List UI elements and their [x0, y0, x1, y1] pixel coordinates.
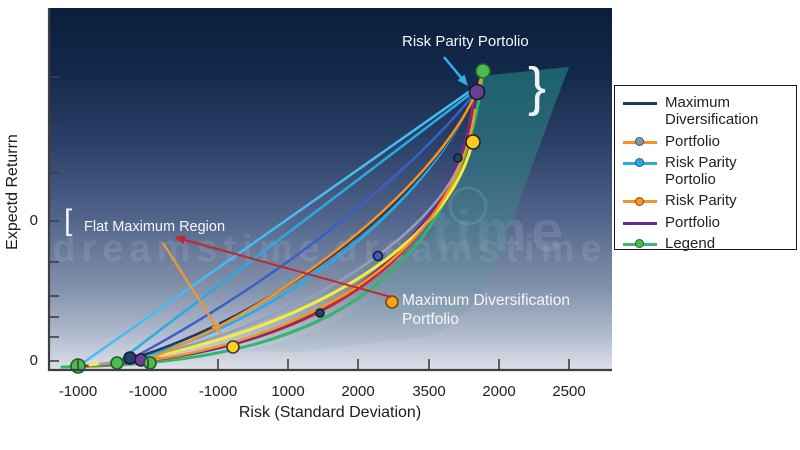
y-tick-label: 0 [29, 352, 38, 369]
x-tick-label: -1000 [198, 383, 238, 400]
x-tick-label: 1000 [271, 383, 305, 400]
y-tick-label: 0 [29, 212, 38, 229]
legend-swatch-icon [623, 194, 657, 209]
cyan-chord-1 [78, 89, 472, 367]
legend-marker-icon [635, 239, 644, 249]
flat-maximum-shaded-region [241, 67, 569, 352]
yellow-dot-big [465, 134, 481, 150]
shaded-region [241, 67, 569, 352]
legend-item-3: Risk Parity [623, 192, 790, 209]
x-axis-label: Risk (Standard Deviation) [238, 404, 422, 421]
orange-curve-upper [141, 91, 478, 363]
legend-swatch-icon [623, 237, 657, 252]
data-point-markers [70, 63, 491, 374]
navy-dot-small-1 [315, 308, 325, 318]
legend-label: Maximum Diversification [665, 94, 759, 129]
legend-swatch-icon [623, 156, 657, 171]
legend-item-5: Legend [623, 235, 790, 252]
axis-lines [47, 8, 612, 372]
x-tick-label: 3500 [412, 383, 446, 400]
flat-max-bracket: [ [64, 204, 73, 237]
legend-swatch-icon [623, 96, 657, 111]
blue-chord [129, 92, 476, 361]
cyan-chord-2 [116, 91, 474, 364]
x-tick-label: 2000 [341, 383, 375, 400]
x-tick-label: 2500 [552, 383, 586, 400]
orange-dot-label [385, 295, 399, 309]
green-dot-3 [143, 356, 157, 370]
legend-box: Maximum Diversification Portfolio Risk Par… [614, 85, 797, 252]
legend-label: Legend [665, 234, 716, 252]
annotation-arrows [161, 56, 468, 334]
green-dot-2 [110, 356, 124, 370]
legend-swatch-icon [623, 216, 657, 231]
max-diversification-annotation: Maximum Diversification Portfolio [402, 292, 570, 329]
y-axis-label: Expectd Returrn [4, 134, 21, 250]
legend-item-1: Portfolio [623, 133, 790, 150]
flat-max-arrow [174, 235, 392, 298]
blue-dot-small [372, 250, 384, 262]
legend-item-2: Risk Parity Portolio [623, 154, 790, 189]
navy-dot-small-2 [453, 153, 463, 163]
legend-marker-icon [635, 196, 644, 206]
watermark-spiral-icon [448, 186, 488, 226]
range-brace: } [528, 57, 547, 117]
navy-dot-1 [123, 351, 137, 365]
yellow-dot-small [226, 340, 240, 354]
legend-swatch-icon [623, 135, 657, 150]
legend-label: Portfolio [665, 213, 721, 231]
flat-max-annotation: Flat Maximum Region [84, 219, 226, 235]
legend-item-0: Maximum Diversification [623, 94, 790, 129]
legend-marker-icon [635, 137, 644, 146]
legend-label: Risk Parity Portolio [665, 153, 737, 188]
x-tick-label: -1000 [58, 383, 98, 400]
green-dot-top [475, 63, 491, 79]
purple-dot-big [468, 83, 486, 101]
risk-parity-arrow [443, 56, 468, 86]
x-tick-label: 2000 [482, 383, 516, 400]
legend-label: Risk Parity [665, 192, 737, 210]
risk-parity-annotation: Risk Parity Portolio [402, 33, 529, 50]
legend-item-4: Portfolio [623, 214, 790, 231]
x-tick-label: -1000 [128, 383, 168, 400]
flat-max-down-arrow [161, 242, 221, 334]
legend-marker-icon [635, 158, 644, 168]
orange-curve-lower [141, 108, 477, 363]
legend-label: Portfolio [665, 132, 721, 150]
